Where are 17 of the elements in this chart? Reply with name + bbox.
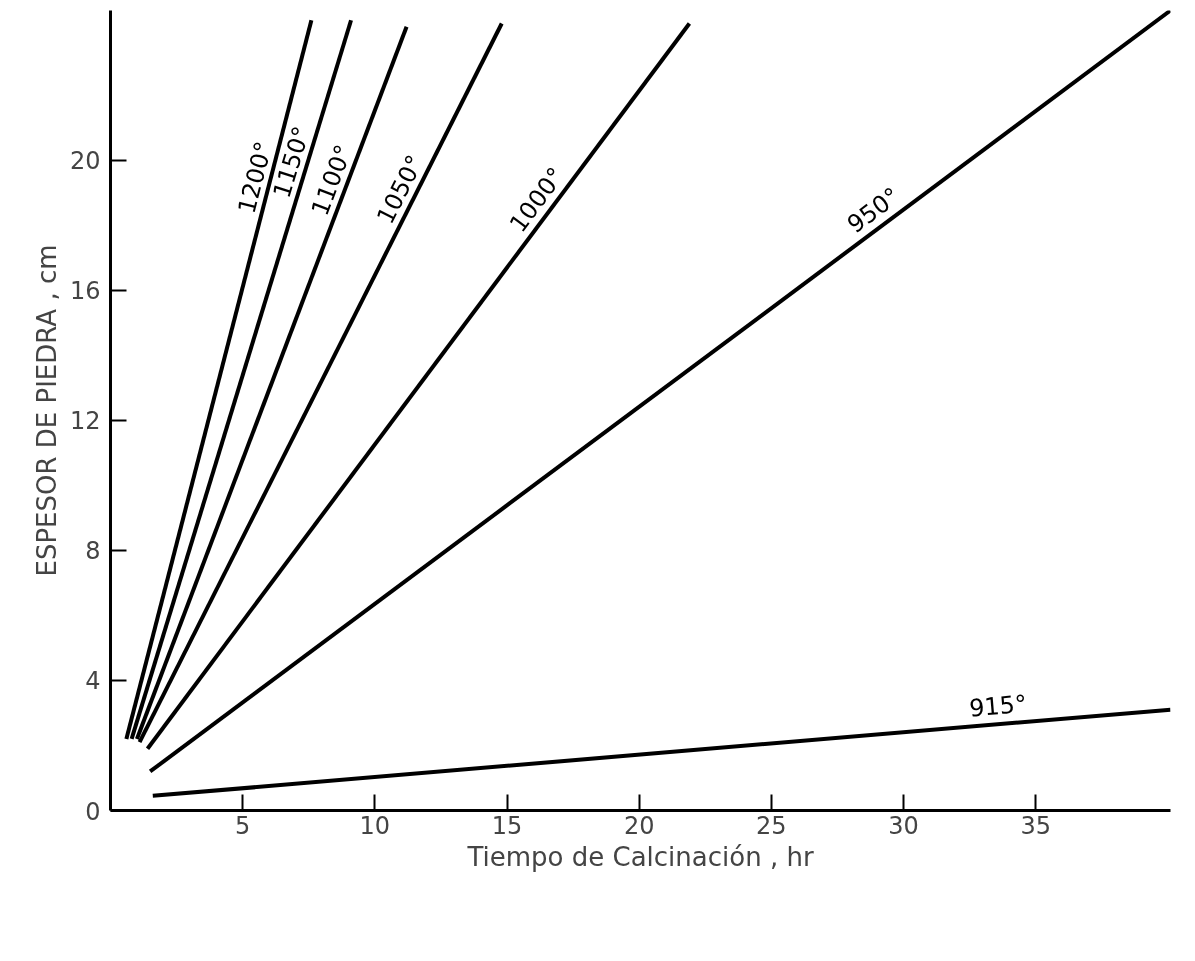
x-tick-label: 15 <box>491 811 523 840</box>
x-tick-label: 30 <box>888 811 919 840</box>
series-label: 915° <box>968 689 1028 723</box>
y-tick-label: 20 <box>69 147 101 176</box>
y-tick-label: 0 <box>85 797 101 826</box>
x-tick-label: 25 <box>756 811 787 840</box>
y-tick-label: 16 <box>69 277 101 306</box>
y-tick-label: 4 <box>85 667 101 696</box>
x-tick-label: 35 <box>1020 811 1051 840</box>
x-axis-title: Tiempo de Calcinación , hr <box>466 841 814 872</box>
y-tick-label: 8 <box>85 537 101 566</box>
x-tick-label: 20 <box>623 811 655 840</box>
y-axis-title: ESPESOR DE PIEDRA , cm <box>31 244 62 577</box>
x-tick-label: 5 <box>235 811 251 840</box>
x-tick-label: 10 <box>359 811 391 840</box>
text: 1050° <box>371 150 430 229</box>
y-tick-label: 12 <box>69 407 101 436</box>
